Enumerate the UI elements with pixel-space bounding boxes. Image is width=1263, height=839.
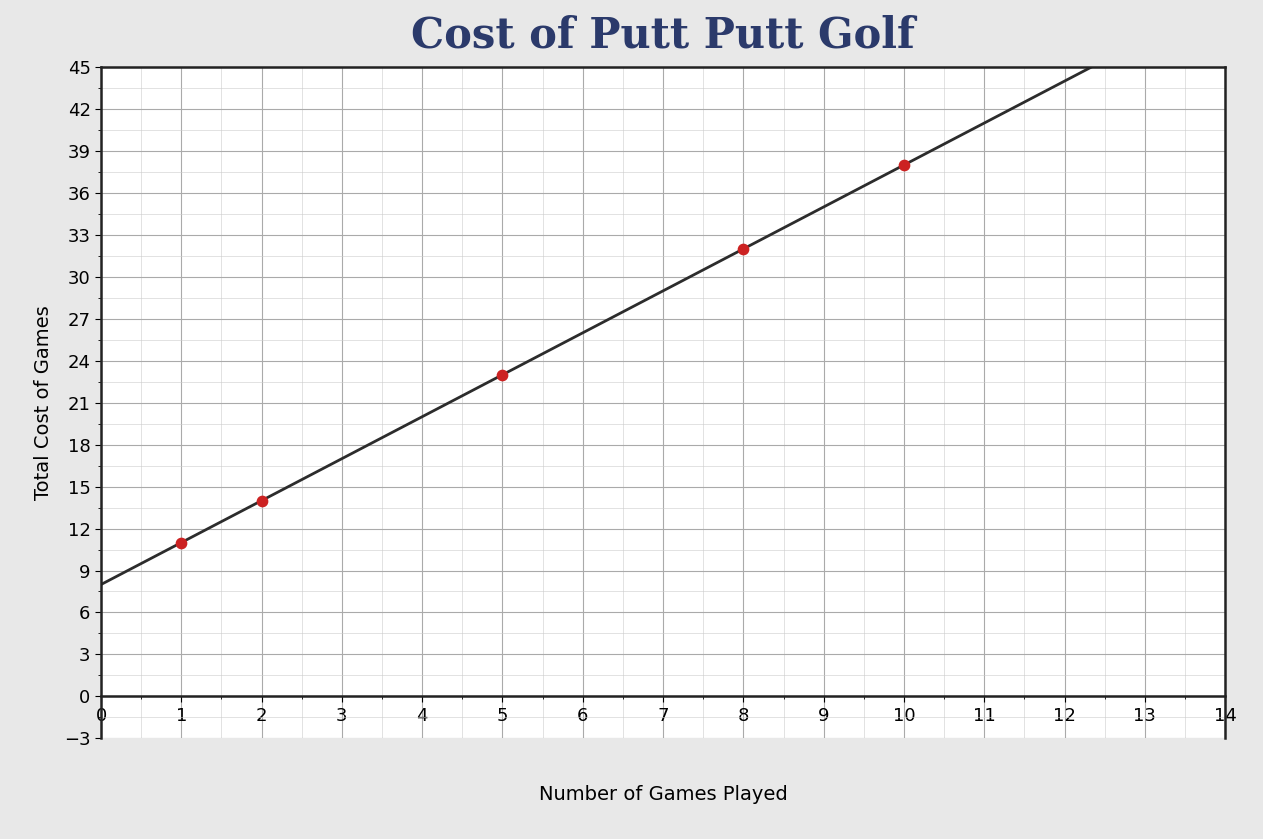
Title: Cost of Putt Putt Golf: Cost of Putt Putt Golf xyxy=(412,14,914,57)
Point xyxy=(493,368,513,382)
Point xyxy=(734,242,754,256)
X-axis label: Number of Games Played: Number of Games Played xyxy=(539,785,787,805)
Point xyxy=(894,159,914,172)
Y-axis label: Total Cost of Games: Total Cost of Games xyxy=(34,305,53,500)
Point xyxy=(251,494,272,508)
Point xyxy=(172,536,192,550)
